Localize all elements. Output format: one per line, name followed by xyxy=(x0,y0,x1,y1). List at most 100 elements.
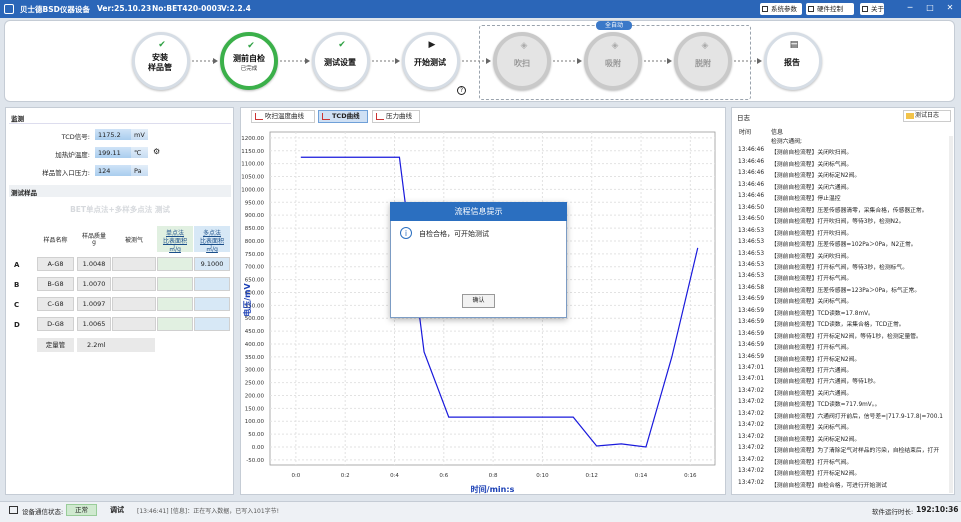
log-time: 13:46:50 xyxy=(738,204,765,211)
toolbar-button[interactable]: 系统参数 xyxy=(760,3,802,15)
tab-label: 压力曲线 xyxy=(386,112,412,120)
method-text: BET单点法+多样多点法 测试 xyxy=(70,205,170,214)
header-text: 比表面积 xyxy=(199,238,224,245)
log-message: 【测前自检流程】压差传感器=102Pa＞0Pa，N2正常。 xyxy=(771,242,917,249)
dialog xyxy=(390,202,567,318)
toolbar-button[interactable]: 关于 xyxy=(860,3,884,15)
log-message: 【测前自检流程】关闭标气阀。 xyxy=(771,425,853,432)
table-cell: C-G8 xyxy=(37,297,74,311)
log-time: 13:46:46 xyxy=(738,181,765,188)
dialog-button[interactable]: 确认 xyxy=(462,294,495,308)
log-time: 13:47:01 xyxy=(738,365,765,371)
header-text: 样品名称 xyxy=(43,237,68,244)
monitor-label: TCD信号: xyxy=(61,133,90,141)
log-time: 13:46:53 xyxy=(738,227,765,234)
tab-icon xyxy=(376,113,384,120)
flow-step[interactable]: ◈ 脱附 xyxy=(674,32,732,90)
log-time: 13:46:53 xyxy=(738,273,765,280)
log-message: 【测前自检流程】关闭标定N2阀。 xyxy=(771,436,861,443)
status-label: 设备通信状态: xyxy=(22,508,64,516)
quant-label: 定量管 xyxy=(37,338,74,352)
step-label: 吸附 xyxy=(605,59,621,68)
monitor-value: 124 xyxy=(95,165,131,176)
header-text: 比表面积 xyxy=(162,238,187,245)
flow-step[interactable]: ◈ 吸附 xyxy=(584,32,642,90)
log-time: 13:46:46 xyxy=(738,158,765,165)
log-message: 【测前自检流程】打开六通阀。 xyxy=(771,368,853,374)
flow-step[interactable]: ✔ 安装 样品管 xyxy=(132,32,190,90)
help-icon[interactable]: ? xyxy=(457,86,466,95)
app-software: V:2.2.4 xyxy=(221,4,251,13)
log-time: 13:47:02 xyxy=(738,399,765,406)
button-icon xyxy=(808,6,814,12)
table-cell xyxy=(157,257,193,271)
app-title: 贝士德BSD仪器设备 xyxy=(20,5,90,14)
header-text: g xyxy=(92,239,96,246)
status-bar xyxy=(0,501,961,522)
log-button[interactable]: 测试日志 xyxy=(903,110,951,122)
settings-icon[interactable]: ⚙ xyxy=(153,147,161,156)
table-cell xyxy=(157,317,193,331)
table-cell xyxy=(157,277,193,291)
log-message: 【测前自检流程】TCD读数=17.8mV。 xyxy=(771,310,874,317)
table-cell xyxy=(194,317,230,331)
log-message: 【测前自检流程】打开标气阀。 xyxy=(771,345,853,352)
window-control[interactable]: □ xyxy=(926,3,934,12)
flow-step[interactable]: ▤ 报告 xyxy=(764,32,822,90)
window-control[interactable]: ✕ xyxy=(946,3,954,12)
step-label: 样品管 xyxy=(148,63,172,72)
table-cell: 9.1000 xyxy=(194,257,230,271)
log-time: 13:46:53 xyxy=(738,250,765,257)
log-message: 【测前自检流程】打开六通阀，等待1秒。 xyxy=(771,379,880,386)
table-cell xyxy=(112,277,156,291)
header-text: ㎡/g xyxy=(169,246,181,253)
flow-step[interactable]: ✔ 测试设置 xyxy=(312,32,370,90)
log-time: 13:46:59 xyxy=(738,307,765,314)
header-text: 多点法 xyxy=(202,230,221,237)
log-message: 【测前自检流程】打开吹扫阀，等待3秒，检测N2。 xyxy=(771,219,905,226)
log-message: 【测前自检流程】关闭吹扫阀。 xyxy=(771,253,853,260)
table-cell xyxy=(112,297,156,311)
log-time: 13:46:46 xyxy=(738,147,765,154)
log-list: 检测六通阀; 13:46:46 【测前自检流程】关闭吹扫阀。 13:46:46 【测前自… xyxy=(735,136,951,493)
log-message: 【测前自检流程】打开标定N2阀。 xyxy=(771,356,861,363)
step-label: 吹扫 xyxy=(514,59,530,68)
log-message: 【测前自检流程】关闭六通阀。 xyxy=(771,184,853,191)
title-bar xyxy=(0,0,961,18)
flow-step[interactable]: ▶ 开始测试 xyxy=(402,32,460,90)
flow-step[interactable]: ◈ 吹扫 xyxy=(493,32,551,90)
header-text: 被测气 xyxy=(124,237,143,244)
log-message: 【测前自检流程】停止温控 xyxy=(771,196,841,203)
log-title: 日志 xyxy=(737,114,750,122)
monitor-label: 加热炉温度: xyxy=(55,151,90,159)
log-message: 【测前自检流程】打开标定N2阀，等待1秒，检测定量管。 xyxy=(771,333,922,340)
log-message: 【测前自检流程】打开标气阀。 xyxy=(771,459,853,466)
log-message: 【测前自检流程】TCD读数=717.9mV。。 xyxy=(771,402,881,409)
toolbar-button[interactable]: 硬件控制 xyxy=(806,3,854,15)
quant-value: 2.2ml xyxy=(77,338,155,352)
chart-tab[interactable]: 压力曲线 xyxy=(372,110,420,123)
log-time: 13:46:58 xyxy=(738,284,765,291)
mode-label: 调试 xyxy=(110,506,124,514)
chart-tab[interactable]: TCD曲线 xyxy=(318,110,368,123)
window-control[interactable]: ─ xyxy=(907,3,913,12)
folder-icon xyxy=(906,113,914,119)
tab-label: 吹扫温度曲线 xyxy=(265,112,304,120)
status-message: [13:46:41] [信息]：正在写入数据，已写入101字节! xyxy=(137,508,280,515)
log-time: 13:46:59 xyxy=(738,319,765,326)
dialog-message: 自检合格，可开始测试 xyxy=(419,230,489,238)
row-id: A xyxy=(14,261,20,269)
runtime-label: 软件运行时长: xyxy=(872,508,914,516)
log-time: 13:47:01 xyxy=(738,376,765,383)
step-label: 测前自检 xyxy=(233,54,265,63)
table-cell: 1.0065 xyxy=(77,317,111,331)
device-icon xyxy=(9,506,18,514)
table-cell xyxy=(194,297,230,311)
table-cell: B-G8 xyxy=(37,277,74,291)
chart-tab[interactable]: 吹扫温度曲线 xyxy=(251,110,315,123)
flow-step[interactable]: ✔ 测前自检 已完成 xyxy=(220,32,278,90)
monitor-unit: mV xyxy=(131,129,148,140)
log-time: 13:46:53 xyxy=(738,261,765,268)
step-label: 安装 xyxy=(152,53,168,62)
step-icon: ◈ xyxy=(520,41,528,51)
